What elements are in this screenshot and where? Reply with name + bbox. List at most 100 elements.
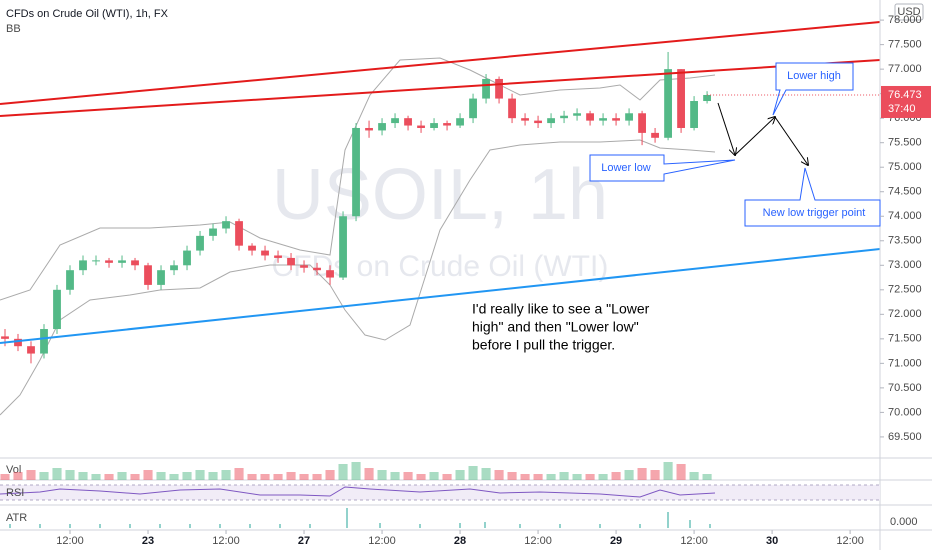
volume-bar (182, 472, 192, 480)
volume-bar (520, 474, 530, 480)
volume-bar (598, 474, 608, 480)
candle-body (183, 250, 191, 266)
candle-body (508, 98, 516, 119)
volume-bar (169, 474, 179, 480)
volume-bar (13, 472, 23, 480)
volume-bar (156, 472, 166, 480)
candle-body (560, 115, 568, 119)
volume-bar (195, 470, 205, 480)
volume-bar (663, 462, 673, 480)
x-tick-label: 12:00 (836, 535, 864, 547)
currency-box (894, 3, 924, 21)
rsi-band (0, 485, 880, 500)
y-tick-label: 70.500 (888, 382, 922, 394)
arrow (774, 116, 808, 165)
volume-bar (611, 472, 621, 480)
volume-bar (507, 472, 517, 480)
volume-bar (91, 474, 101, 480)
volume-bar (143, 470, 153, 480)
y-tick-label: 69.500 (888, 431, 922, 443)
candle-body (170, 265, 178, 271)
volume-bar (624, 470, 634, 480)
chart-title: CFDs on Crude Oil (WTI), 1h, FX (6, 8, 169, 20)
volume-bar (78, 472, 88, 480)
candle-body (677, 69, 685, 128)
candle-body (625, 113, 633, 121)
candle-body (599, 118, 607, 121)
trend-line (0, 21, 881, 105)
candle-body (261, 250, 269, 256)
candle-body (534, 120, 542, 124)
bollinger-upper (0, 57, 716, 301)
candle-body (703, 94, 711, 102)
x-tick-label: 12:00 (680, 535, 708, 547)
candle-body (547, 118, 555, 124)
volume-bar (117, 472, 127, 480)
x-tick-label: 12:00 (524, 535, 552, 547)
atr-tick-label: 0.000 (890, 516, 918, 528)
candle-body (79, 260, 87, 271)
candle-body (404, 118, 412, 126)
x-tick-label: 30 (766, 535, 778, 547)
candle-body (651, 132, 659, 138)
candle-body (664, 69, 672, 138)
callout: Lower low (601, 162, 651, 174)
candle-body (144, 265, 152, 285)
volume-bar (689, 472, 699, 480)
last-price-box (881, 85, 931, 118)
volume-bar (442, 474, 452, 480)
candle-body (118, 260, 126, 263)
candle-body (40, 329, 48, 354)
candle-body (66, 270, 74, 290)
volume-bar (390, 472, 400, 480)
volume-bar (494, 470, 504, 480)
volume-bar (429, 472, 439, 480)
candle-body (365, 127, 373, 131)
x-tick-label: 28 (454, 535, 466, 547)
panel-label: RSI (6, 487, 24, 499)
y-tick-label: 75.000 (888, 161, 922, 173)
volume-bar (416, 474, 426, 480)
volume-bar (39, 472, 49, 480)
rsi-line (0, 486, 716, 498)
volume-bar (338, 464, 348, 480)
callout-box (589, 154, 736, 182)
volume-bar (286, 472, 296, 480)
volume-bar (585, 474, 595, 480)
volume-bar (234, 468, 244, 480)
watermark-subtitle: CFDs on Crude Oil (WTI) (272, 250, 609, 283)
candle-body (417, 125, 425, 128)
volume-bar (533, 474, 543, 480)
candle-body (690, 101, 698, 128)
candle-body (105, 260, 113, 263)
note: high" and then "Lower low" (472, 319, 639, 335)
candle-body (1, 336, 9, 339)
volume-bar (650, 470, 660, 480)
candle-body (352, 127, 360, 217)
volume-bar (481, 468, 491, 480)
candle-body (638, 113, 646, 133)
candle-body (53, 289, 61, 330)
candle-body (391, 118, 399, 124)
volume-bar (52, 468, 62, 480)
candle-body (326, 270, 334, 278)
callout: Lower high (787, 70, 841, 82)
candle-body (209, 228, 217, 236)
candle-body (430, 123, 438, 128)
bollinger-lower (0, 139, 716, 416)
x-tick-label: 27 (298, 535, 310, 547)
candle-body (274, 255, 282, 258)
trend-line (0, 59, 881, 117)
y-tick-label: 71.000 (888, 357, 922, 369)
x-tick-label: 29 (610, 535, 622, 547)
y-tick-label: 75.500 (888, 137, 922, 149)
y-tick-label: 77.500 (888, 39, 922, 51)
volume-bar (273, 474, 283, 480)
callout: New low trigger point (763, 207, 866, 219)
candle-body (287, 257, 295, 266)
x-tick-label: 12:00 (212, 535, 240, 547)
y-tick-label: 73.000 (888, 259, 922, 271)
callout-box (744, 167, 881, 227)
candle-body (612, 118, 620, 121)
